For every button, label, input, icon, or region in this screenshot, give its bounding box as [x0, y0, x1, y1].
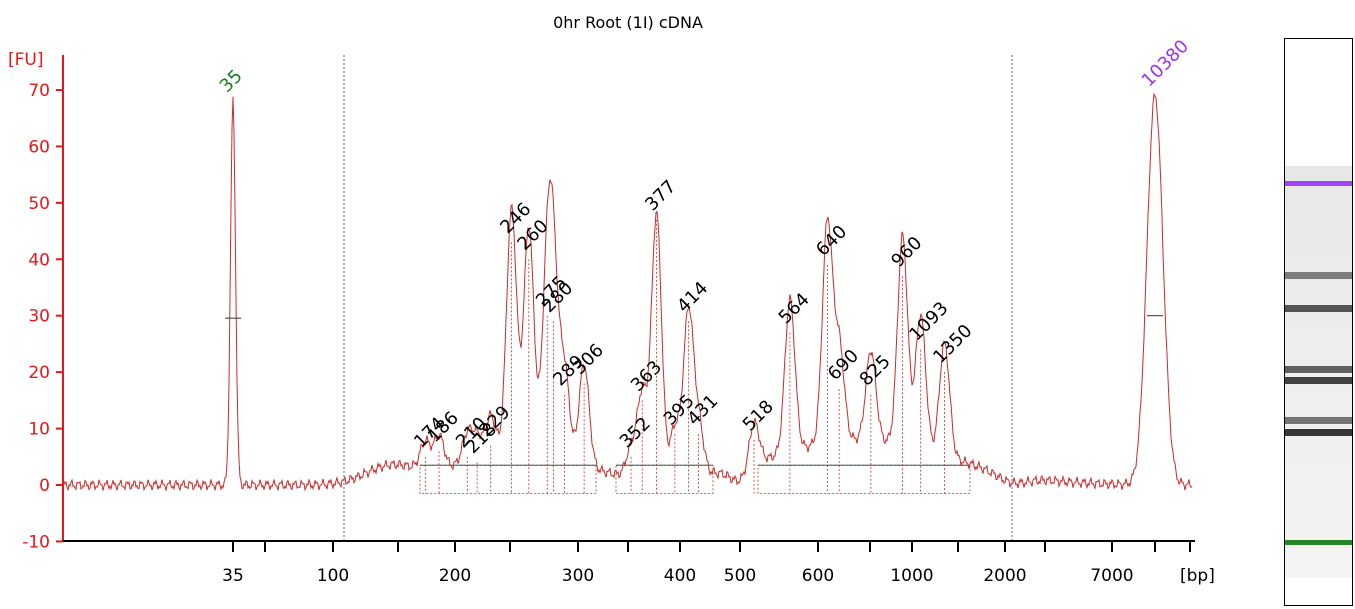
- x-tick-label: 100: [317, 566, 349, 586]
- x-tick-label: 300: [562, 566, 594, 586]
- peak-label: 564: [775, 289, 814, 328]
- y-tick-label: -10: [22, 532, 50, 552]
- signal-trace: [63, 92, 1193, 492]
- gel-image: [1285, 166, 1352, 578]
- x-tick-label: 2000: [983, 566, 1026, 586]
- gel-lane: [1284, 38, 1353, 606]
- gel-band: [1285, 540, 1352, 545]
- gel-band: [1285, 417, 1352, 424]
- gel-band: [1285, 366, 1352, 373]
- peak-label: 363: [627, 357, 666, 396]
- y-tick-label: 0: [39, 476, 50, 496]
- x-tick-label: 400: [664, 566, 696, 586]
- electropherogram-chart: 0hr Root (1I) cDNA [FU] [bp] -10 0 10 20 30 4…: [8, 13, 1215, 586]
- x-axis: 35 100 200 300 400 500 600 1000 2000 7000: [63, 540, 1195, 586]
- x-axis-label: [bp]: [1180, 566, 1215, 586]
- peak-label: 640: [812, 221, 851, 260]
- gel-band: [1285, 377, 1352, 384]
- x-tick-label: 600: [802, 566, 834, 586]
- integration-region: [757, 464, 971, 494]
- marker-label: 35: [216, 66, 247, 97]
- integration-region: [615, 464, 714, 494]
- peak-label: 825: [856, 351, 895, 390]
- integration-region: [419, 464, 597, 494]
- marker-label: 10380: [1138, 36, 1193, 91]
- gel-band: [1285, 429, 1352, 436]
- y-tick-label: 30: [28, 307, 50, 327]
- trace-line: [63, 92, 1193, 492]
- chart-title: 0hr Root (1I) cDNA: [553, 13, 703, 32]
- gel-band: [1285, 272, 1352, 279]
- x-tick-label: 500: [724, 566, 756, 586]
- y-axis-label: [FU]: [8, 50, 44, 70]
- x-tick-label: 35: [222, 566, 244, 586]
- gel-band: [1285, 181, 1352, 186]
- peak-label: 414: [673, 278, 712, 317]
- y-tick-label: 60: [28, 137, 50, 157]
- peak-label: 352: [616, 413, 655, 452]
- baseline-bars: [419, 464, 971, 494]
- y-tick-label: 40: [28, 250, 50, 270]
- gel-band: [1285, 305, 1352, 312]
- y-axis: -10 0 10 20 30 40 50 60 70: [22, 55, 64, 552]
- guide-lines: [343, 55, 1013, 541]
- peak-label: 518: [739, 396, 778, 435]
- x-tick-label: 200: [439, 566, 471, 586]
- x-tick-label: 7000: [1090, 566, 1133, 586]
- y-tick-label: 70: [28, 81, 50, 101]
- peak-label: 960: [887, 233, 926, 272]
- y-tick-label: 50: [28, 194, 50, 214]
- peak-label: 377: [641, 176, 680, 215]
- peak-label: 690: [824, 345, 863, 384]
- peak-labels: 1741862102182292462602752802893063523633…: [216, 36, 1193, 494]
- y-tick-label: 10: [28, 420, 50, 440]
- x-tick-label: 1000: [890, 566, 933, 586]
- y-tick-label: 20: [28, 363, 50, 383]
